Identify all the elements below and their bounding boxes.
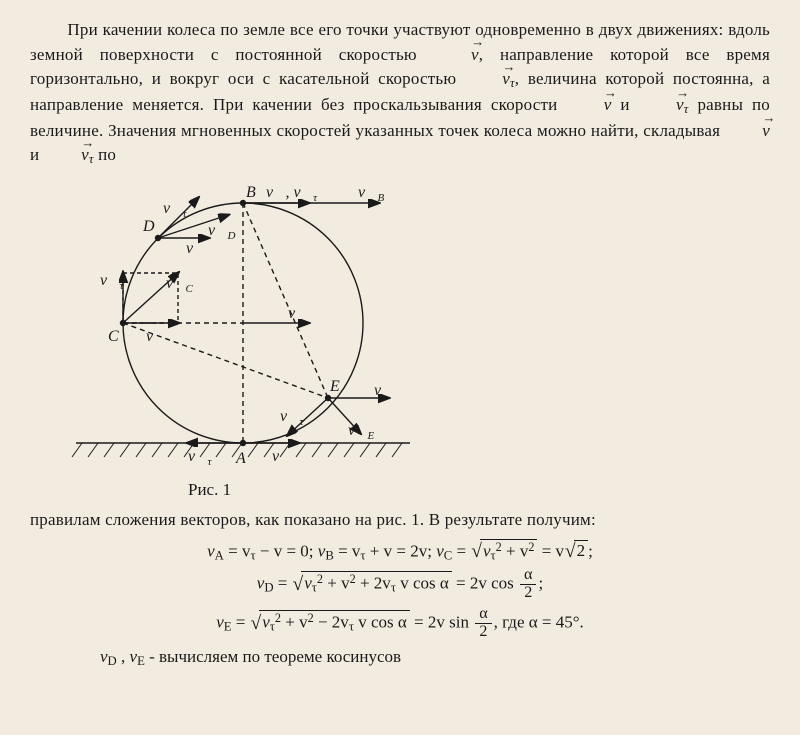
- vec-v: v: [725, 119, 770, 144]
- figure-caption: Рис. 1: [188, 480, 770, 500]
- svg-text:v⃗: v⃗: [146, 328, 166, 345]
- sqrt: vτ2 + v2 + 2vτ v cos α: [292, 571, 452, 596]
- paragraph-2: правилам сложения векторов, как показано…: [30, 508, 770, 533]
- page: При качении колеса по земле все его точк…: [0, 0, 800, 735]
- svg-text:C: C: [108, 328, 119, 345]
- svg-text:v⃗, v⃗τ: v⃗, v⃗τ: [266, 184, 318, 204]
- sqrt: vτ2 + v2 − 2vτ v cos α: [250, 610, 410, 635]
- text: по: [94, 145, 116, 164]
- sqrt: 2: [564, 540, 588, 562]
- eq-line-4: vD , vE - вычисляем по теореме косинусов: [30, 647, 770, 669]
- svg-text:v⃗τ: v⃗τ: [280, 408, 305, 428]
- svg-text:v⃗D: v⃗D: [208, 222, 236, 242]
- frac: α2: [520, 567, 536, 602]
- vec-vtau: v: [465, 67, 510, 92]
- svg-text:v⃗E: v⃗E: [348, 422, 375, 442]
- svg-text:v⃗B: v⃗B: [358, 184, 385, 204]
- vec-vtau: v: [639, 93, 684, 118]
- text: и: [30, 145, 44, 164]
- svg-text:v⃗: v⃗: [186, 240, 206, 257]
- vec-vtau: v: [44, 143, 89, 168]
- frac: α2: [475, 606, 491, 641]
- sqrt: vτ2 + v2: [470, 539, 537, 564]
- svg-text:v⃗τ: v⃗τ: [163, 200, 188, 220]
- svg-text:v⃗C: v⃗C: [166, 275, 194, 295]
- equations: vA = vτ − v = 0; vB = vτ + v = 2v; vC = …: [30, 539, 770, 670]
- eq-line-1: vA = vτ − v = 0; vB = vτ + v = 2v; vC = …: [30, 539, 770, 564]
- eq-line-2: vD = vτ2 + v2 + 2vτ v cos α = 2v cos α2;: [30, 567, 770, 602]
- svg-text:v⃗: v⃗: [288, 305, 308, 322]
- vec-v: v: [566, 93, 611, 118]
- paragraph-1: При качении колеса по земле все его точк…: [30, 18, 770, 169]
- svg-text:v⃗τ: v⃗τ: [100, 272, 125, 292]
- svg-text:D: D: [142, 218, 155, 235]
- svg-text:v⃗: v⃗: [374, 382, 394, 399]
- eq-line-3: vE = vτ2 + v2 − 2vτ v cos α = 2v sin α2,…: [30, 606, 770, 641]
- svg-text:A: A: [235, 450, 246, 467]
- svg-text:E: E: [329, 378, 340, 395]
- figure-1: B D C A E v⃗ v⃗, v⃗τ v⃗B v⃗τ v⃗D v⃗ v⃗τ …: [48, 173, 770, 500]
- svg-text:B: B: [246, 184, 256, 201]
- wheel-diagram: B D C A E v⃗ v⃗, v⃗τ v⃗B v⃗τ v⃗D v⃗ v⃗τ …: [48, 173, 428, 473]
- svg-text:v⃗τ: v⃗τ: [188, 448, 213, 468]
- svg-text:v⃗: v⃗: [272, 448, 292, 465]
